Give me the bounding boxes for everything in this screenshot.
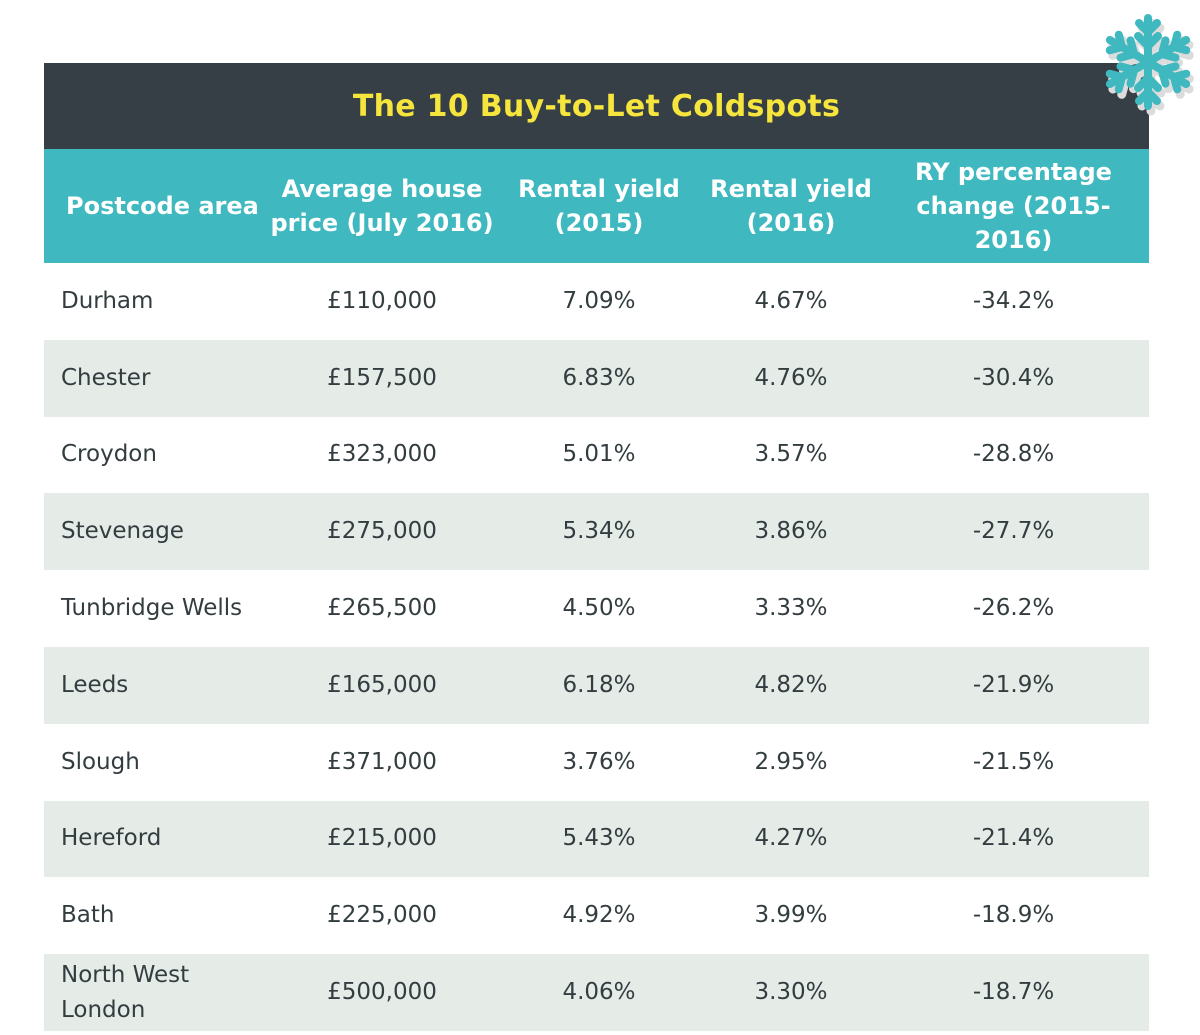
table-row: Tunbridge Wells £265,500 4.50% 3.33% -26.2% (44, 570, 1149, 647)
cell-rental-yield-2016: 3.30% (754, 979, 828, 1006)
coldspots-table: The 10 Buy-to-Let Coldspots Postcode are… (44, 63, 1149, 1031)
table-row: Durham £110,000 7.09% 4.67% -34.2% (44, 263, 1149, 340)
cell-postcode-area: Slough (61, 748, 140, 775)
cell-rental-yield-2015: 7.09% (562, 287, 636, 314)
cell-postcode-area: Durham (61, 287, 154, 314)
cell-ry-percentage-change: -21.9% (972, 671, 1055, 698)
cell-postcode-area: Croydon (61, 441, 157, 468)
cell-rental-yield-2015: 6.18% (562, 671, 636, 698)
header-ry-percentage-change: RY percentage change (2015-2016) (915, 158, 1112, 254)
table-row: Bath £225,000 4.92% 3.99% -18.9% (44, 877, 1149, 954)
cell-rental-yield-2016: 3.86% (754, 518, 828, 545)
cell-rental-yield-2015: 4.06% (562, 979, 636, 1006)
cell-ry-percentage-change: -18.9% (972, 902, 1055, 929)
cell-rental-yield-2015: 6.83% (562, 364, 636, 391)
header-postcode-area: Postcode area (66, 192, 259, 220)
header-average-house-price: Average house price (July 2016) (270, 175, 494, 237)
table-header-row: Postcode area Average house price (July … (44, 149, 1149, 263)
cell-rental-yield-2015: 3.76% (562, 748, 636, 775)
cell-ry-percentage-change: -21.5% (972, 748, 1055, 775)
cell-ry-percentage-change: -18.7% (972, 979, 1055, 1006)
cell-average-house-price: £165,000 (327, 671, 437, 698)
cell-average-house-price: £110,000 (327, 287, 437, 314)
cell-average-house-price: £215,000 (327, 825, 437, 852)
cell-rental-yield-2015: 4.92% (562, 902, 636, 929)
cell-postcode-area: North West London (61, 961, 190, 1023)
cell-rental-yield-2016: 3.99% (754, 902, 828, 929)
cell-ry-percentage-change: -26.2% (972, 595, 1055, 622)
table-row: Croydon £323,000 5.01% 3.57% -28.8% (44, 417, 1149, 494)
cell-ry-percentage-change: -27.7% (972, 518, 1055, 545)
cell-postcode-area: Chester (61, 364, 151, 391)
header-rental-yield-2016: Rental yield (2016) (710, 175, 872, 237)
cell-average-house-price: £225,000 (327, 902, 437, 929)
cell-postcode-area: Hereford (61, 825, 162, 852)
table-row: Leeds £165,000 6.18% 4.82% -21.9% (44, 646, 1149, 724)
table-row: Slough £371,000 3.76% 2.95% -21.5% (44, 724, 1149, 801)
cell-rental-yield-2016: 3.33% (754, 595, 828, 622)
table-row: Stevenage £275,000 5.34% 3.86% -27.7% (44, 493, 1149, 571)
snowflake-icon (1105, 14, 1194, 116)
header-rental-yield-2015: Rental yield (2015) (518, 175, 680, 237)
cell-rental-yield-2015: 5.43% (562, 825, 636, 852)
cell-rental-yield-2015: 5.34% (562, 518, 636, 545)
cell-ry-percentage-change: -21.4% (972, 825, 1055, 852)
cell-rental-yield-2015: 4.50% (562, 595, 636, 622)
cell-postcode-area: Tunbridge Wells (61, 595, 243, 622)
cell-average-house-price: £265,500 (327, 595, 437, 622)
cell-rental-yield-2016: 4.27% (754, 825, 828, 852)
cell-average-house-price: £157,500 (327, 364, 437, 391)
table-body: Durham £110,000 7.09% 4.67% -34.2% Chester £15… (44, 263, 1149, 1031)
cell-average-house-price: £371,000 (327, 748, 437, 775)
cell-rental-yield-2016: 3.57% (754, 441, 828, 468)
cell-average-house-price: £500,000 (327, 979, 437, 1006)
cell-rental-yield-2016: 4.67% (754, 287, 828, 314)
cell-ry-percentage-change: -28.8% (972, 441, 1055, 468)
cell-rental-yield-2016: 2.95% (754, 748, 828, 775)
cell-average-house-price: £275,000 (327, 518, 437, 545)
table-row: North West London £500,000 4.06% 3.30% -18.7… (44, 954, 1149, 1031)
table-title-bar: The 10 Buy-to-Let Coldspots (44, 63, 1149, 149)
table-title: The 10 Buy-to-Let Coldspots (352, 88, 841, 124)
cell-average-house-price: £323,000 (327, 441, 437, 468)
table-row: Chester £157,500 6.83% 4.76% -30.4% (44, 339, 1149, 417)
cell-postcode-area: Stevenage (61, 518, 184, 545)
cell-rental-yield-2015: 5.01% (562, 441, 636, 468)
cell-postcode-area: Bath (61, 902, 115, 929)
cell-rental-yield-2016: 4.82% (754, 671, 828, 698)
cell-rental-yield-2016: 4.76% (754, 364, 828, 391)
table-row: Hereford £215,000 5.43% 4.27% -21.4% (44, 800, 1149, 878)
cell-ry-percentage-change: -30.4% (972, 364, 1055, 391)
cell-ry-percentage-change: -34.2% (972, 287, 1055, 314)
cell-postcode-area: Leeds (61, 671, 129, 698)
